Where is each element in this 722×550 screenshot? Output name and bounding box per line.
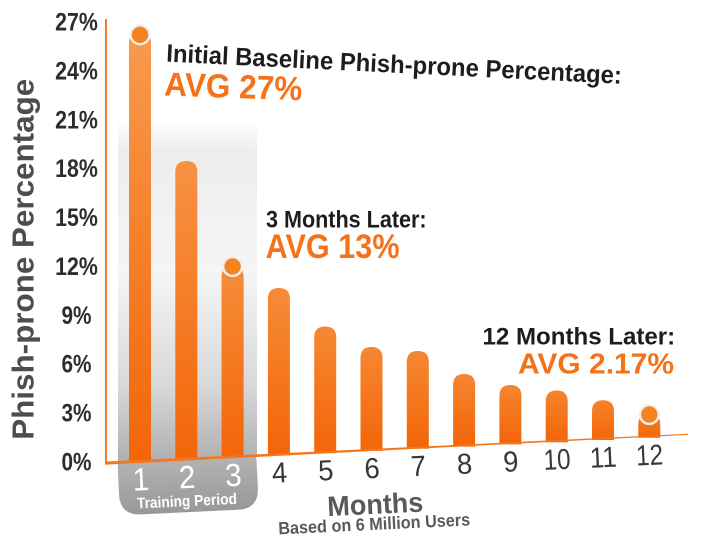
svg-text:12: 12 xyxy=(635,439,663,472)
svg-text:3: 3 xyxy=(224,457,242,494)
svg-text:3%: 3% xyxy=(62,400,92,428)
svg-text:AVG 13%: AVG 13% xyxy=(266,228,400,266)
svg-text:27%: 27% xyxy=(55,9,98,37)
svg-text:6%: 6% xyxy=(62,351,92,379)
svg-text:4: 4 xyxy=(271,457,288,490)
svg-text:Phish-prone Percentage: Phish-prone Percentage xyxy=(6,79,41,440)
svg-text:Training Period: Training Period xyxy=(137,491,238,513)
svg-text:24%: 24% xyxy=(55,58,98,86)
svg-text:12%: 12% xyxy=(55,253,98,281)
svg-text:1: 1 xyxy=(132,461,150,498)
svg-text:10: 10 xyxy=(543,444,571,477)
svg-text:11: 11 xyxy=(589,442,617,475)
svg-text:15%: 15% xyxy=(55,204,98,232)
svg-text:AVG 2.17%: AVG 2.17% xyxy=(518,349,674,381)
svg-text:18%: 18% xyxy=(55,155,98,183)
svg-text:9: 9 xyxy=(502,446,519,479)
svg-text:7: 7 xyxy=(410,451,427,484)
svg-text:AVG 27%: AVG 27% xyxy=(164,67,303,109)
svg-text:12 Months Later:: 12 Months Later: xyxy=(483,324,676,351)
svg-text:2: 2 xyxy=(178,459,196,496)
svg-text:8: 8 xyxy=(456,448,473,481)
svg-text:5: 5 xyxy=(317,455,334,488)
svg-text:9%: 9% xyxy=(62,302,92,330)
svg-text:Months: Months xyxy=(327,487,424,522)
svg-text:0%: 0% xyxy=(62,448,92,476)
svg-text:6: 6 xyxy=(364,453,381,486)
svg-text:21%: 21% xyxy=(55,106,98,134)
svg-text:3 Months Later:: 3 Months Later: xyxy=(266,207,427,234)
